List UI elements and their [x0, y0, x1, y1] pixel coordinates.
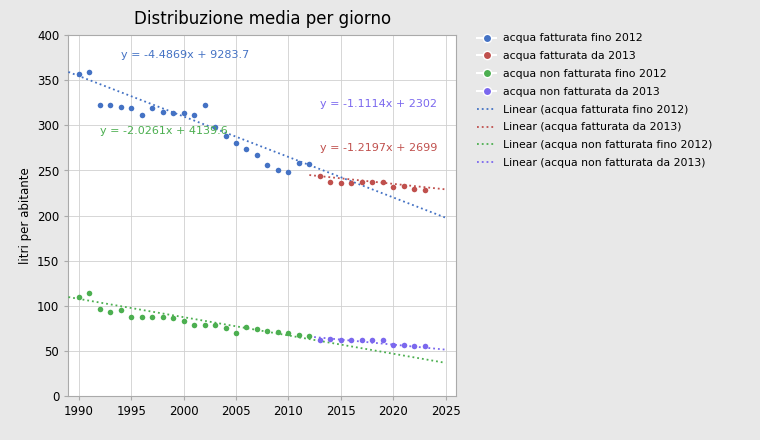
- Text: y = -4.4869x + 9283.7: y = -4.4869x + 9283.7: [121, 50, 249, 60]
- Text: y = -1.2197x + 2699: y = -1.2197x + 2699: [320, 143, 437, 153]
- Point: [356, 337, 368, 344]
- Point: [157, 313, 169, 320]
- Point: [345, 337, 357, 344]
- Point: [293, 160, 305, 167]
- Point: [261, 161, 274, 169]
- Point: [387, 183, 399, 190]
- Point: [293, 331, 305, 338]
- Point: [230, 329, 242, 336]
- Point: [356, 179, 368, 186]
- Point: [146, 313, 158, 320]
- Point: [272, 328, 284, 335]
- Point: [209, 124, 221, 131]
- Title: Distribuzione media per giorno: Distribuzione media per giorno: [134, 10, 391, 28]
- Point: [366, 337, 378, 344]
- Point: [282, 169, 294, 176]
- Point: [397, 182, 410, 189]
- Point: [146, 105, 158, 112]
- Point: [408, 343, 420, 350]
- Point: [198, 101, 211, 108]
- Point: [230, 139, 242, 146]
- Point: [397, 342, 410, 349]
- Point: [125, 313, 138, 320]
- Point: [325, 336, 337, 343]
- Point: [419, 187, 431, 194]
- Point: [282, 329, 294, 336]
- Point: [104, 308, 116, 315]
- Point: [387, 342, 399, 349]
- Point: [220, 133, 232, 140]
- Point: [272, 166, 284, 173]
- Point: [334, 180, 347, 187]
- Point: [314, 172, 326, 180]
- Point: [84, 290, 96, 297]
- Point: [377, 337, 389, 344]
- Point: [73, 70, 85, 77]
- Point: [125, 105, 138, 112]
- Point: [167, 314, 179, 321]
- Point: [261, 327, 274, 334]
- Point: [303, 332, 315, 339]
- Point: [251, 152, 263, 159]
- Text: y = -2.0261x + 4139.6: y = -2.0261x + 4139.6: [100, 126, 227, 136]
- Point: [334, 337, 347, 344]
- Point: [325, 179, 337, 186]
- Point: [93, 305, 106, 312]
- Point: [251, 326, 263, 333]
- Point: [220, 325, 232, 332]
- Point: [157, 108, 169, 115]
- Point: [178, 318, 190, 325]
- Point: [115, 307, 127, 314]
- Point: [73, 293, 85, 301]
- Point: [377, 179, 389, 186]
- Point: [178, 109, 190, 116]
- Point: [167, 109, 179, 116]
- Point: [419, 343, 431, 350]
- Point: [240, 324, 252, 331]
- Y-axis label: litri per abitante: litri per abitante: [18, 167, 32, 264]
- Point: [104, 101, 116, 108]
- Point: [209, 321, 221, 328]
- Point: [188, 111, 200, 118]
- Legend: acqua fatturata fino 2012, acqua fatturata da 2013, acqua non fatturata fino 201: acqua fatturata fino 2012, acqua fattura…: [477, 33, 712, 168]
- Point: [303, 161, 315, 168]
- Text: y = -1.1114x + 2302: y = -1.1114x + 2302: [320, 99, 437, 110]
- Point: [115, 104, 127, 111]
- Point: [366, 179, 378, 186]
- Point: [93, 101, 106, 108]
- Point: [135, 111, 147, 118]
- Point: [84, 69, 96, 76]
- Point: [240, 145, 252, 152]
- Point: [345, 180, 357, 187]
- Point: [198, 321, 211, 328]
- Point: [314, 337, 326, 344]
- Point: [408, 185, 420, 192]
- Point: [135, 313, 147, 320]
- Point: [188, 321, 200, 328]
